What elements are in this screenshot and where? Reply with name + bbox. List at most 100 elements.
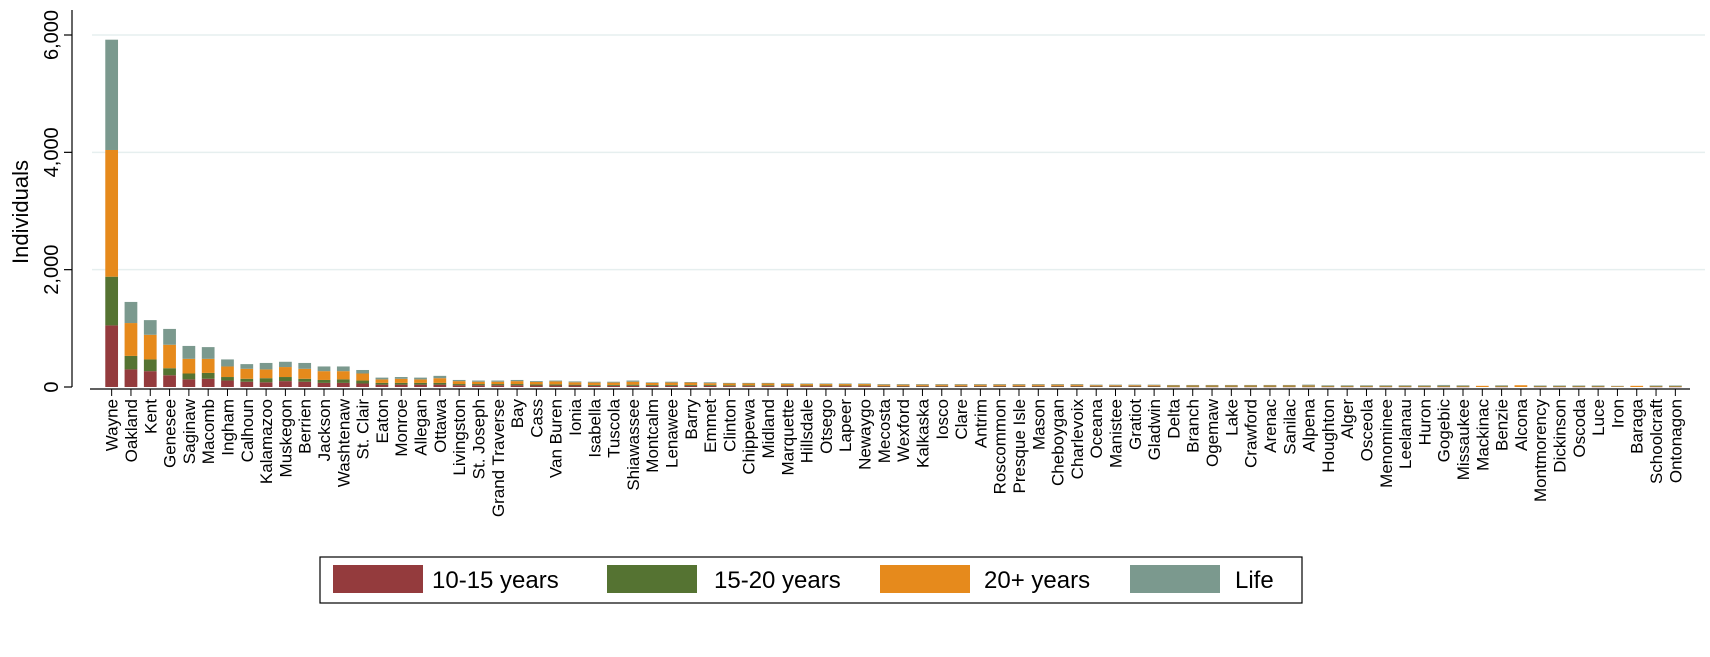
- bar-segment: [279, 381, 292, 387]
- bar-segment: [1553, 386, 1566, 388]
- x-tick-label: Jackson: [315, 399, 334, 461]
- bar-segment: [780, 383, 794, 386]
- bar-segment: [974, 385, 987, 387]
- bar-segment: [1591, 386, 1605, 387]
- bar-segment: [742, 385, 756, 387]
- bar-segment: [394, 378, 408, 383]
- bar-segment: [105, 325, 119, 387]
- bar-segment: [896, 386, 910, 387]
- x-tick-label: Mason: [1029, 399, 1048, 450]
- bar-segment: [1495, 385, 1508, 387]
- bar-segment: [819, 383, 833, 385]
- bar-segment: [1649, 385, 1663, 387]
- x-tick-label: Alpena: [1300, 398, 1319, 451]
- bar-segment: [375, 384, 389, 387]
- bar-segment: [1495, 385, 1508, 386]
- x-tick-label: Ontonagon: [1666, 399, 1685, 483]
- bar-segment: [1186, 386, 1200, 388]
- x-tick-label: Baraga: [1628, 398, 1647, 453]
- bar-segment: [414, 377, 427, 380]
- bar-segment: [317, 382, 331, 387]
- bar-segment: [1533, 385, 1547, 387]
- bar-segment: [877, 385, 891, 387]
- x-tick-label: Mackinac: [1473, 399, 1492, 471]
- bar-segment: [1668, 386, 1682, 387]
- bar-segment: [819, 384, 833, 386]
- x-tick-label: Clare: [952, 399, 971, 440]
- legend-swatch: [880, 565, 970, 593]
- x-tick-label: Wexford: [894, 399, 913, 462]
- bar-segment: [124, 301, 138, 324]
- bar-segment: [1224, 386, 1238, 387]
- bar-segment: [935, 385, 949, 387]
- bar-segment: [1012, 384, 1026, 385]
- x-tick-label: Eaton: [373, 399, 392, 443]
- bar-segment: [1340, 386, 1354, 388]
- bar-segment: [1186, 386, 1200, 387]
- bar-segment: [1398, 385, 1412, 386]
- bar-segment: [1302, 386, 1315, 387]
- bar-segment: [877, 384, 891, 386]
- bar-segment: [1186, 384, 1200, 386]
- bar-segment: [356, 373, 369, 381]
- x-tick-label: Van Buren: [547, 399, 566, 478]
- bar-segment: [529, 385, 543, 387]
- bar-segment: [723, 382, 736, 384]
- bar-segment: [143, 320, 157, 335]
- bar-segment: [472, 380, 485, 382]
- bar-segment: [1340, 385, 1354, 387]
- bar-segment: [414, 382, 427, 385]
- bar-segment: [1012, 386, 1026, 387]
- bar-segment: [1418, 385, 1431, 387]
- bar-segment: [1109, 386, 1122, 387]
- bar-segment: [105, 276, 119, 326]
- x-tick-label: Ogemaw: [1203, 398, 1222, 467]
- bar-segment: [587, 384, 601, 386]
- bar-segment: [356, 383, 369, 387]
- bar-segment: [626, 381, 640, 385]
- x-tick-label: Shiawassee: [624, 399, 643, 491]
- bar-segment: [858, 386, 871, 387]
- bar-segment: [607, 385, 620, 387]
- bar-segment: [838, 386, 852, 387]
- bar-segment: [1147, 385, 1161, 387]
- x-tick-label: Allegan: [412, 399, 431, 456]
- bar-segment: [1128, 384, 1142, 386]
- x-tick-label: Kalkaska: [913, 398, 932, 468]
- bar-segment: [375, 382, 389, 385]
- bar-segment: [1668, 385, 1682, 387]
- bar-segment: [1572, 386, 1586, 387]
- bar-segment: [877, 386, 891, 387]
- bar-segment: [105, 39, 119, 150]
- bar-segment: [993, 386, 1007, 387]
- bar-segment: [221, 359, 234, 367]
- legend-label: 10-15 years: [432, 567, 559, 594]
- y-axis: 0 2,000 4,000 6,000: [41, 10, 73, 393]
- bar-segment: [1282, 386, 1296, 387]
- bar-segment: [143, 371, 157, 387]
- x-tick-label: Lake: [1222, 399, 1241, 436]
- bar-segment: [414, 379, 427, 383]
- bar-segment: [1012, 385, 1026, 387]
- x-tick-label: Barry: [682, 399, 701, 440]
- x-tick-label: Tuscola: [605, 398, 624, 457]
- bar-segment: [240, 368, 254, 379]
- legend-label: Life: [1235, 567, 1274, 594]
- bar-segment: [1205, 386, 1219, 388]
- bar-segment: [568, 381, 582, 383]
- bar-segment: [1244, 386, 1258, 388]
- bar-segment: [626, 384, 640, 386]
- bar-segment: [1456, 386, 1470, 388]
- bar-segment: [259, 378, 273, 383]
- bar-segment: [163, 375, 176, 387]
- bar-segment: [510, 384, 524, 386]
- bar-segment: [1224, 386, 1238, 388]
- bar-segment: [1070, 385, 1084, 387]
- bar-segment: [1167, 386, 1180, 388]
- bar-segment: [472, 381, 485, 385]
- bar-segment: [452, 384, 466, 386]
- x-tick-label: Midland: [759, 399, 778, 459]
- x-tick-label: Houghton: [1319, 399, 1338, 473]
- bar-segment: [954, 384, 968, 385]
- bar-segment: [298, 378, 312, 382]
